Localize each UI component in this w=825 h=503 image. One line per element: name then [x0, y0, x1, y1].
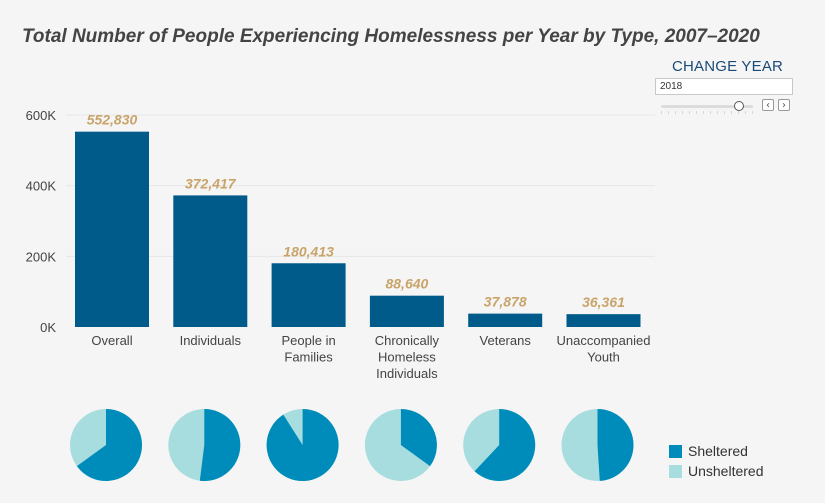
- x-tick-label: Individuals: [180, 333, 242, 348]
- previous-year-button[interactable]: ‹: [762, 99, 774, 111]
- pie-slice-sheltered: [199, 409, 241, 482]
- x-tick-label: Individuals: [376, 366, 438, 381]
- legend-label-sheltered: Sheltered: [688, 443, 748, 459]
- pie-slice-sheltered: [266, 409, 339, 482]
- bar: [369, 295, 444, 327]
- bar: [271, 263, 346, 327]
- x-tick-label: Unaccompanied: [557, 333, 651, 348]
- sheltered-swatch: [669, 444, 682, 458]
- bar-value-label: 36,361: [582, 294, 625, 310]
- chart-title: Total Number of People Experiencing Home…: [22, 26, 760, 47]
- bar: [468, 313, 543, 327]
- bar-value-label: 88,640: [385, 276, 428, 292]
- y-tick-label: 400K: [26, 179, 57, 194]
- year-slider[interactable]: ‹ ›: [655, 97, 795, 117]
- pie-slice-sheltered: [400, 409, 437, 467]
- bar: [75, 131, 149, 327]
- x-tick-label: Youth: [587, 350, 620, 365]
- x-tick-label: Veterans: [480, 333, 532, 348]
- x-tick-label: Families: [284, 350, 333, 365]
- year-control: CHANGE YEAR ‹ ›: [655, 58, 795, 117]
- bar-value-label: 552,830: [87, 112, 138, 128]
- y-tick-label: 200K: [26, 249, 57, 264]
- bar-value-label: 372,417: [185, 175, 237, 191]
- slider-thumb[interactable]: [734, 101, 744, 111]
- bar-value-label: 180,413: [283, 243, 334, 259]
- pie-slice-sheltered: [76, 409, 143, 482]
- pie-slice-sheltered: [474, 409, 536, 482]
- slider-track[interactable]: [661, 105, 753, 108]
- year-input[interactable]: [655, 78, 793, 95]
- x-tick-label: Chronically: [375, 333, 440, 348]
- y-tick-label: 0K: [40, 320, 56, 335]
- legend-label-unsheltered: Unsheltered: [688, 463, 764, 479]
- legend: Sheltered Unsheltered: [669, 441, 764, 481]
- next-year-button[interactable]: ›: [778, 99, 790, 111]
- slider-ticks: [661, 111, 753, 114]
- x-tick-label: People in: [281, 333, 335, 348]
- legend-item-sheltered: Sheltered: [669, 441, 764, 461]
- legend-item-unsheltered: Unsheltered: [669, 461, 764, 481]
- x-tick-label: Overall: [91, 333, 132, 348]
- unsheltered-swatch: [669, 464, 682, 478]
- x-tick-label: Homeless: [378, 350, 436, 365]
- pie-slice-sheltered: [597, 409, 634, 481]
- bar: [173, 195, 248, 327]
- change-year-label: CHANGE YEAR: [671, 58, 784, 75]
- bar-value-label: 37,878: [484, 294, 527, 310]
- bar: [566, 314, 641, 327]
- y-tick-label: 600K: [26, 108, 57, 123]
